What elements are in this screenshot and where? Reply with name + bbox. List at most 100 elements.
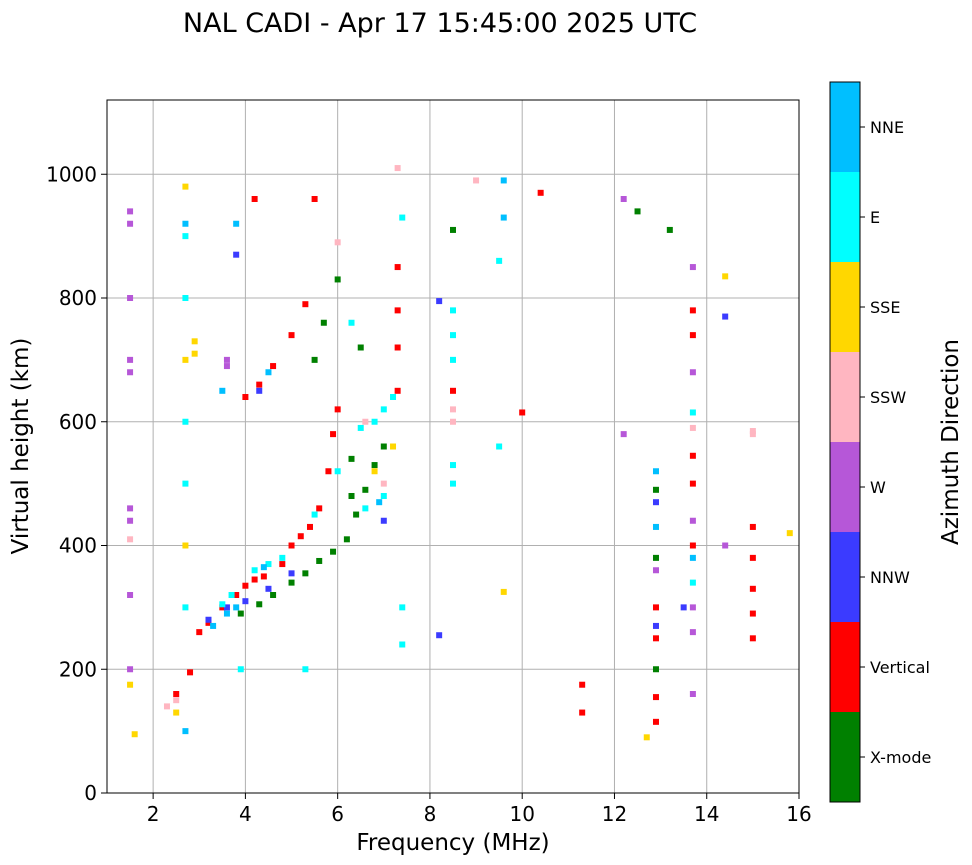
x-axis-ticks: 2 4 6 8 10 12 14 16 — [147, 793, 812, 826]
data-point — [689, 517, 696, 524]
data-point — [450, 387, 456, 394]
data-point — [127, 592, 134, 598]
data-point — [348, 493, 355, 499]
data-point — [652, 486, 659, 493]
data-point — [749, 431, 756, 438]
data-point — [749, 428, 756, 435]
colorbar-swatch — [830, 532, 860, 622]
data-point — [652, 567, 659, 574]
y-tick-label: 0 — [84, 781, 97, 805]
data-point — [689, 579, 696, 586]
data-point — [288, 332, 295, 339]
data-point — [182, 233, 189, 240]
data-point — [348, 455, 355, 462]
data-point — [242, 582, 249, 589]
data-point — [689, 604, 696, 611]
data-point — [302, 666, 309, 673]
grid-lines — [107, 100, 800, 794]
data-point — [652, 554, 659, 561]
x-tick-label: 6 — [331, 802, 344, 826]
data-point — [436, 632, 443, 639]
colorbar-tick-label: NNW — [870, 568, 910, 587]
data-point — [173, 697, 180, 704]
data-point — [652, 468, 659, 475]
y-tick-label: 600 — [59, 410, 97, 434]
data-point — [256, 381, 263, 388]
colorbar-swatch — [830, 622, 860, 712]
data-point — [316, 557, 323, 564]
data-point — [288, 542, 295, 549]
x-tick-label: 8 — [424, 802, 437, 826]
data-point — [380, 480, 387, 487]
data-point — [786, 530, 793, 537]
colorbar-tick-label: W — [870, 478, 886, 497]
data-point — [223, 363, 230, 370]
data-point — [348, 319, 355, 326]
data-point — [450, 332, 456, 339]
data-point — [394, 307, 401, 314]
data-point — [689, 264, 696, 271]
data-point — [173, 709, 180, 716]
data-point — [233, 251, 240, 258]
data-point — [450, 356, 456, 363]
data-point — [173, 691, 180, 697]
data-point — [500, 588, 507, 595]
series-w — [127, 196, 729, 697]
data-point — [251, 196, 258, 202]
data-point — [689, 369, 696, 376]
data-point — [205, 616, 212, 623]
data-point — [127, 505, 134, 512]
data-point — [242, 394, 249, 400]
data-point — [127, 208, 134, 215]
data-point — [196, 629, 203, 636]
data-point — [689, 554, 696, 561]
data-point — [371, 418, 378, 425]
data-point — [394, 387, 401, 394]
data-point — [450, 480, 456, 487]
data-point — [182, 542, 189, 549]
data-point — [223, 356, 230, 363]
data-point — [127, 356, 134, 363]
series-vertical — [173, 189, 756, 725]
data-point — [182, 295, 189, 301]
data-point — [689, 424, 696, 431]
data-point — [496, 257, 503, 264]
data-point — [689, 332, 696, 339]
x-tick-label: 12 — [602, 802, 627, 826]
data-point — [251, 576, 258, 583]
data-point — [265, 561, 272, 568]
data-point — [223, 604, 230, 611]
colorbar-swatch — [830, 712, 860, 802]
data-point — [380, 443, 387, 450]
data-point — [666, 226, 673, 233]
data-point — [652, 635, 659, 642]
data-point — [297, 533, 304, 540]
data-point — [127, 295, 134, 301]
series-e — [182, 214, 696, 673]
data-point — [390, 394, 397, 400]
x-axis-label: Frequency (MHz) — [356, 830, 549, 856]
data-point — [749, 554, 756, 561]
data-point — [689, 542, 696, 549]
colorbar: X-mode Vertical NNW W SSW SSE E NNE — [830, 82, 931, 802]
data-point — [334, 406, 341, 413]
data-point — [436, 298, 443, 305]
data-point — [652, 666, 659, 673]
y-tick-label: 800 — [59, 286, 97, 310]
data-point — [371, 468, 378, 475]
data-point — [279, 554, 286, 561]
data-point — [652, 523, 659, 530]
data-point — [749, 585, 756, 592]
data-point — [127, 536, 134, 543]
colorbar-tick-label: SSE — [870, 298, 900, 317]
data-point — [473, 177, 480, 184]
data-point — [652, 622, 659, 629]
data-point — [500, 214, 507, 221]
data-point — [689, 409, 696, 416]
colorbar-frame — [829, 81, 861, 803]
data-point — [399, 604, 406, 611]
data-point — [233, 592, 240, 598]
data-point — [182, 183, 189, 190]
data-point — [394, 344, 401, 351]
